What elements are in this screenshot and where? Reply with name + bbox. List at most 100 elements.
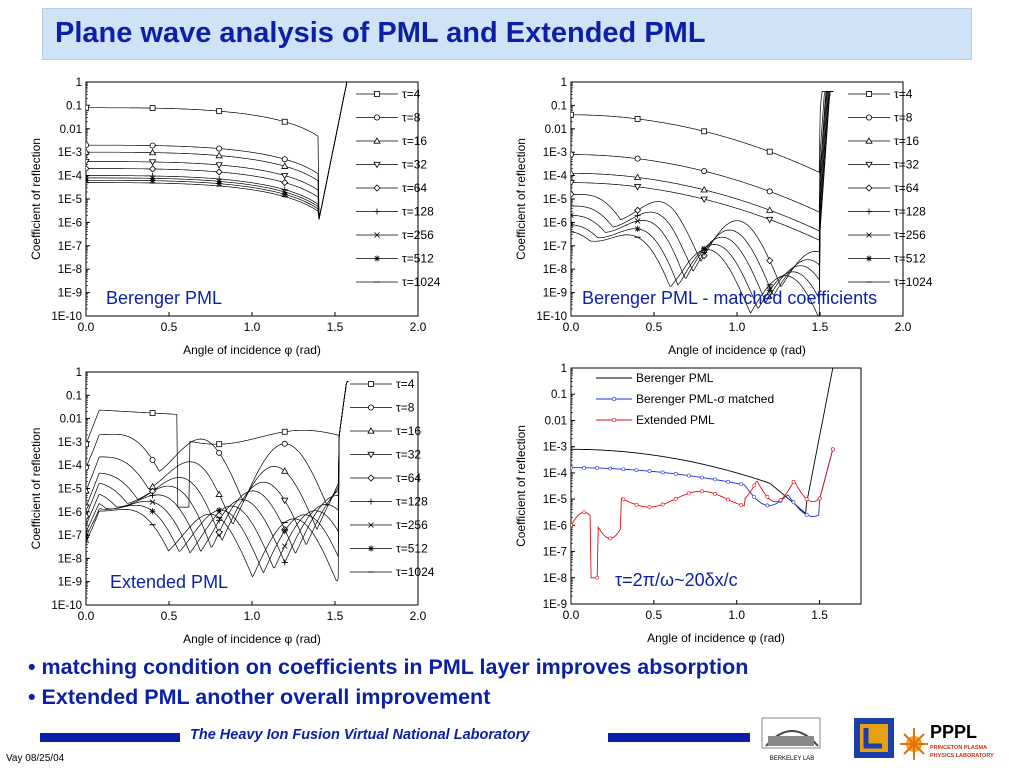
series-marker <box>701 168 708 175</box>
series-marker <box>595 466 600 470</box>
series-marker <box>148 148 157 156</box>
series-marker <box>701 245 708 252</box>
series-marker <box>700 196 708 203</box>
y-tick-label: 1E-6 <box>58 507 82 519</box>
legend-label: τ=128 <box>402 205 434 219</box>
legend-marker <box>368 545 374 552</box>
series-marker <box>700 252 708 260</box>
series-marker <box>149 508 156 515</box>
series-marker <box>215 151 223 159</box>
series-marker <box>713 477 717 482</box>
series-marker <box>571 221 574 228</box>
bullet-item: • Extended PML another overall improvemen… <box>28 685 491 709</box>
series-group <box>86 380 349 582</box>
series-marker <box>817 496 822 501</box>
series-marker <box>595 575 600 580</box>
legend-marker <box>611 396 617 402</box>
x-tick-label: 0.5 <box>161 609 178 623</box>
legend-marker <box>368 522 374 528</box>
x-tick-label: 1.5 <box>812 320 829 334</box>
y-tick-label: 1E-6 <box>58 217 82 229</box>
footer-bar-right <box>608 733 750 742</box>
series-marker <box>281 440 288 447</box>
slide-title: Plane wave analysis of PML and Extended … <box>55 17 706 49</box>
series-marker <box>634 468 639 472</box>
series-marker <box>726 497 730 502</box>
legend-marker <box>865 137 873 144</box>
series-marker <box>621 467 626 472</box>
legend-label: τ=8 <box>894 111 913 125</box>
chart-inline-title: Berenger PML - matched coefficients <box>582 288 877 308</box>
series-marker <box>281 559 288 566</box>
series-marker <box>778 498 783 502</box>
series-marker <box>804 497 809 501</box>
legend-marker <box>373 137 381 144</box>
series-marker <box>766 292 773 299</box>
series-marker <box>86 441 89 448</box>
legend-label: τ=16 <box>894 134 919 148</box>
legend-label: τ=1024 <box>894 275 933 289</box>
series-line <box>86 82 348 220</box>
series-marker <box>215 528 223 536</box>
x-tick-label: 1.5 <box>811 608 828 622</box>
legend-marker <box>374 91 380 97</box>
legend-marker <box>367 404 374 411</box>
chart-inline-title: Berenger PML <box>106 288 222 308</box>
series-marker <box>216 180 223 187</box>
y-tick-label: 1E-8 <box>58 553 82 565</box>
series-marker <box>215 490 223 497</box>
legend-label: τ=64 <box>402 181 427 195</box>
series-marker <box>216 507 223 514</box>
series-marker <box>700 475 704 480</box>
series-line <box>571 91 834 303</box>
x-tick-label: 2.0 <box>410 609 427 623</box>
series-marker <box>582 510 586 515</box>
y-tick-label: 1E-7 <box>543 547 567 559</box>
series-marker <box>804 512 809 517</box>
series-marker <box>766 188 773 195</box>
series-marker <box>281 497 289 505</box>
series-line <box>86 380 349 582</box>
y-tick-label: 0.01 <box>60 124 82 136</box>
series-line <box>571 91 834 213</box>
y-axis-label: Coefficient of reflection <box>514 425 528 547</box>
x-tick-label: 1.0 <box>244 609 261 623</box>
y-tick-label: 0.01 <box>545 124 567 136</box>
legend-label: τ=64 <box>396 471 421 485</box>
series-marker <box>700 489 704 494</box>
series-marker <box>791 479 796 484</box>
series-line <box>86 380 349 564</box>
x-tick-label: 1.5 <box>327 320 344 334</box>
series-marker <box>216 517 223 524</box>
legend-marker <box>367 427 375 434</box>
series-marker <box>673 496 678 501</box>
series-marker <box>686 473 691 478</box>
legend-label: τ=4 <box>894 87 913 101</box>
y-tick-label: 1E-8 <box>543 573 567 585</box>
series-marker <box>660 502 665 507</box>
y-tick-label: 1E-5 <box>58 484 82 496</box>
legend-marker <box>865 161 873 169</box>
legend-label: τ=32 <box>894 158 919 172</box>
x-tick-label: 1.0 <box>729 320 746 334</box>
legend-label: τ=128 <box>894 205 926 219</box>
bullet-item: • matching condition on coefficients in P… <box>28 655 749 679</box>
legend-marker <box>373 184 381 192</box>
series-marker <box>582 465 586 470</box>
series-marker <box>86 487 90 494</box>
legend-label: τ=1024 <box>402 275 441 289</box>
legend-marker <box>368 498 374 505</box>
x-axis-label: Angle of incidence φ (rad) <box>668 343 806 357</box>
y-tick-label: 1E-5 <box>58 194 82 206</box>
legend-label: τ=4 <box>402 87 421 101</box>
y-tick-label: 0.01 <box>60 414 82 426</box>
y-tick-label: 0.1 <box>551 389 567 401</box>
legend-marker <box>373 114 380 121</box>
title-bar: Plane wave analysis of PML and Extended … <box>42 8 972 60</box>
series-marker <box>281 527 288 534</box>
legend-label: τ=512 <box>894 252 926 266</box>
series-marker <box>634 218 641 224</box>
legend-label: Berenger PML-σ matched <box>636 392 774 406</box>
y-tick-label: 1 <box>561 363 567 375</box>
footer-text: The Heavy Ion Fusion Virtual National La… <box>190 727 530 743</box>
